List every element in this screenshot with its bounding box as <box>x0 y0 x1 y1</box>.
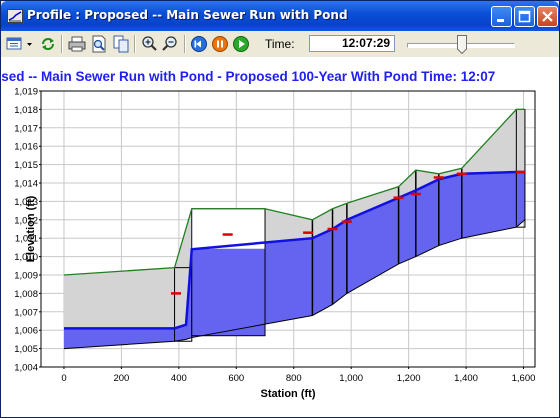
chart-svg: 1,004 1,005 1,006 1,007 1,008 1,009 1,010 1,011… <box>14 87 536 400</box>
y-tick-label: 1,015 <box>14 160 38 171</box>
invert-line <box>63 219 526 350</box>
flow-area <box>63 171 525 349</box>
title-bar[interactable]: Profile : Proposed -- Main Sewer Run wit… <box>1 1 559 31</box>
y-tick-label: 1,010 <box>14 252 38 263</box>
time-label: Time: <box>265 37 295 51</box>
pause-icon <box>212 36 228 52</box>
y-axis-label: Elevation (ft) <box>25 195 37 262</box>
play-icon <box>233 36 249 52</box>
slider-thumb[interactable] <box>456 35 467 54</box>
y-tick-label: 1,014 <box>14 179 38 190</box>
profile-chart: osed -- Main Sewer Run with Pond - Propo… <box>0 57 559 417</box>
play-button[interactable] <box>232 34 250 54</box>
profile-app-icon <box>7 9 23 23</box>
zoom-in-icon <box>142 36 157 51</box>
cover-fill-area <box>63 109 525 349</box>
x-tick-label: 1,200 <box>397 373 421 384</box>
maximize-button[interactable] <box>514 6 535 27</box>
refresh-icon <box>42 38 54 50</box>
y-tick-label: 1,013 <box>14 197 38 208</box>
y-tick-label: 1,019 <box>14 87 38 98</box>
x-tick-label: 800 <box>286 373 302 384</box>
x-axis-label: Station (ft) <box>261 388 316 400</box>
time-field[interactable]: 12:07:29 <box>309 35 395 52</box>
options-menu-icon <box>6 37 32 50</box>
options-menu-button[interactable] <box>5 34 35 54</box>
window-title: Profile : Proposed -- Main Sewer Run wit… <box>27 8 348 22</box>
x-tick-label: 0 <box>61 373 66 384</box>
minimize-button[interactable] <box>491 6 512 27</box>
refresh-button[interactable] <box>39 34 57 54</box>
toolbar-separator <box>134 35 136 53</box>
print-button[interactable] <box>67 34 87 54</box>
y-tick-label: 1,009 <box>14 271 38 282</box>
y-tick-label: 1,012 <box>14 215 38 226</box>
y-tick-label: 1,017 <box>14 123 38 134</box>
rewind-icon <box>191 36 207 52</box>
zoom-out-button[interactable] <box>160 34 180 54</box>
y-tick-label: 1,007 <box>14 307 38 318</box>
zoom-out-icon <box>162 36 177 51</box>
y-tick-label: 1,004 <box>14 363 38 374</box>
y-tick-label: 1,008 <box>14 289 38 300</box>
toolbar-separator <box>184 35 186 53</box>
copy-button[interactable] <box>111 34 131 54</box>
y-tick-label: 1,005 <box>14 344 38 355</box>
copy-icon <box>113 35 129 53</box>
print-preview-button[interactable] <box>89 34 109 54</box>
x-tick-label: 1,600 <box>512 373 536 384</box>
ground-line <box>63 108 525 276</box>
toolbar-separator <box>61 35 63 53</box>
print-icon <box>68 36 86 52</box>
plot-frame <box>40 90 536 368</box>
close-button[interactable] <box>537 6 558 27</box>
chart-title: osed -- Main Sewer Run with Pond - Propo… <box>0 69 496 84</box>
y-tick-label: 1,011 <box>15 234 38 245</box>
x-tick-label: 400 <box>171 373 187 384</box>
x-tick-label: 200 <box>113 373 129 384</box>
pond-headroom <box>192 209 265 249</box>
zoom-in-button[interactable] <box>139 34 159 54</box>
y-tick-label: 1,016 <box>14 142 38 153</box>
x-tick-label: 1,400 <box>454 373 478 384</box>
time-slider[interactable] <box>403 35 519 54</box>
toolbar: Time: 12:07:29 <box>1 31 559 58</box>
pause-button[interactable] <box>211 34 229 54</box>
x-tick-label: 1,000 <box>339 373 363 384</box>
close-icon <box>542 11 553 22</box>
x-tick-label: 600 <box>228 373 244 384</box>
print-preview-icon <box>92 35 106 53</box>
y-tick-label: 1,006 <box>14 326 38 337</box>
maximize-icon <box>518 10 531 23</box>
minimize-icon <box>497 19 504 22</box>
y-tick-label: 1,018 <box>14 105 38 116</box>
rewind-button[interactable] <box>190 34 208 54</box>
